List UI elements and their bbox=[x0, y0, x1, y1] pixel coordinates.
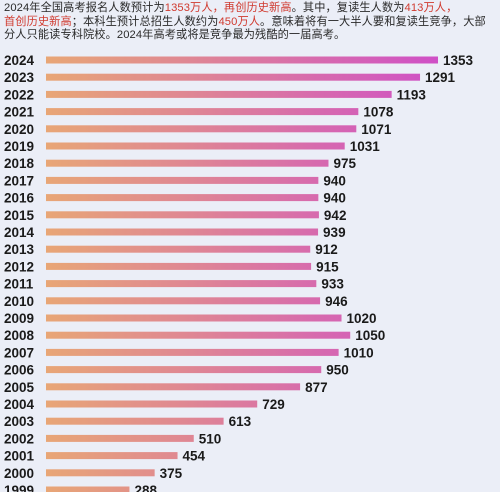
intro-text-4: 。意味着将有一大半人要和复读生竞争，大部分人只能读专科院校。2024年高考或将是… bbox=[4, 15, 486, 42]
intro-highlight-record: 首创历史新高 bbox=[4, 15, 72, 28]
intro-highlight-undergrad: 450万人 bbox=[218, 15, 261, 28]
data-label-2016: 940 bbox=[323, 191, 346, 206]
intro-highlight-repeaters: 413万人， bbox=[404, 2, 458, 14]
bar-2002 bbox=[46, 434, 194, 442]
y-tick-label-2019: 2019 bbox=[4, 139, 34, 154]
y-tick-label-2006: 2006 bbox=[4, 363, 35, 378]
data-label-2021: 1078 bbox=[363, 105, 394, 120]
bar-2006 bbox=[46, 366, 322, 374]
y-tick-label-2009: 2009 bbox=[4, 311, 34, 326]
bar-2009 bbox=[46, 314, 342, 322]
bar-2000 bbox=[46, 469, 155, 477]
data-label-2010: 946 bbox=[325, 294, 348, 309]
bar-2018 bbox=[46, 159, 329, 167]
bar-2015 bbox=[46, 211, 319, 219]
y-tick-label-2018: 2018 bbox=[4, 156, 35, 171]
data-label-2020: 1071 bbox=[361, 122, 392, 137]
intro-text-3: ；本科生预计总招生人数约为 bbox=[71, 15, 219, 28]
data-label-2000: 375 bbox=[160, 466, 183, 481]
y-tick-label-2004: 2004 bbox=[4, 397, 35, 412]
bar-2016 bbox=[46, 194, 319, 202]
data-label-2001: 454 bbox=[183, 449, 206, 464]
y-tick-label-2013: 2013 bbox=[4, 242, 35, 257]
intro-highlight-total: 1353万人，再创历史新高 bbox=[164, 2, 292, 14]
data-label-2023: 1291 bbox=[425, 70, 456, 85]
data-label-2013: 912 bbox=[315, 242, 338, 257]
bar-2014 bbox=[46, 228, 319, 236]
data-label-2008: 1050 bbox=[355, 328, 385, 343]
y-tick-label-1999: 1999 bbox=[4, 483, 34, 492]
bar-2003 bbox=[46, 417, 224, 425]
y-tick-label-2016: 2016 bbox=[4, 191, 35, 206]
y-tick-label-2022: 2022 bbox=[4, 87, 34, 102]
y-tick-label-2001: 2001 bbox=[4, 449, 35, 464]
intro-text: 2024年全国高考报名人数预计为1353万人，再创历史新高。其中，复读生人数为4… bbox=[4, 2, 496, 43]
y-tick-label-2002: 2002 bbox=[4, 431, 34, 446]
intro-text-1: 2024年全国高考报名人数预计为 bbox=[4, 2, 165, 14]
y-tick-label-2010: 2010 bbox=[4, 294, 34, 309]
bar-2019 bbox=[46, 142, 345, 150]
bar-2024 bbox=[46, 56, 438, 64]
data-label-2022: 1193 bbox=[397, 87, 427, 102]
bar-2017 bbox=[46, 176, 319, 184]
data-label-2009: 1020 bbox=[347, 311, 377, 326]
y-tick-label-2005: 2005 bbox=[4, 380, 35, 395]
y-tick-label-2021: 2021 bbox=[4, 105, 35, 120]
data-label-2014: 939 bbox=[323, 225, 346, 240]
data-label-2019: 1031 bbox=[350, 139, 381, 154]
bar-2012 bbox=[46, 262, 312, 270]
data-label-2003: 613 bbox=[229, 414, 252, 429]
y-tick-label-2012: 2012 bbox=[4, 259, 34, 274]
data-label-2017: 940 bbox=[323, 173, 346, 188]
data-label-2011: 933 bbox=[321, 277, 344, 292]
data-label-1999: 288 bbox=[134, 483, 157, 492]
bar-2005 bbox=[46, 383, 301, 391]
bar-2010 bbox=[46, 297, 321, 305]
data-label-2002: 510 bbox=[199, 431, 222, 446]
bar-2004 bbox=[46, 400, 258, 408]
y-tick-label-2011: 2011 bbox=[4, 277, 34, 292]
bar-2023 bbox=[46, 73, 421, 81]
y-tick-label-2015: 2015 bbox=[4, 208, 35, 223]
data-label-2004: 729 bbox=[262, 397, 285, 412]
intro-text-2: 。其中，复读生人数为 bbox=[291, 2, 405, 14]
bar-2013 bbox=[46, 245, 311, 253]
bar-2001 bbox=[46, 452, 178, 460]
bar-2011 bbox=[46, 280, 317, 288]
y-tick-label-2008: 2008 bbox=[4, 328, 35, 343]
y-tick-label-2003: 2003 bbox=[4, 414, 35, 429]
y-tick-label-2017: 2017 bbox=[4, 173, 34, 188]
data-label-2024: 1353 bbox=[443, 53, 474, 68]
y-tick-label-2024: 2024 bbox=[4, 53, 35, 68]
bar-1999 bbox=[46, 486, 130, 492]
y-tick-label-2014: 2014 bbox=[4, 225, 35, 240]
bar-2020 bbox=[46, 125, 357, 133]
y-tick-label-2020: 2020 bbox=[4, 122, 34, 137]
data-label-2015: 942 bbox=[324, 208, 347, 223]
data-label-2007: 1010 bbox=[344, 345, 374, 360]
data-label-2006: 950 bbox=[326, 363, 349, 378]
bar-2007 bbox=[46, 348, 339, 356]
y-tick-label-2007: 2007 bbox=[4, 345, 34, 360]
data-label-2018: 975 bbox=[333, 156, 356, 171]
y-tick-label-2000: 2000 bbox=[4, 466, 34, 481]
bar-2021 bbox=[46, 108, 359, 116]
bar-2008 bbox=[46, 331, 351, 339]
bar-2022 bbox=[46, 90, 392, 98]
data-label-2005: 877 bbox=[305, 380, 328, 395]
bars-group: 2024 1353 2023 1291 2022 1193 2021 1078 2020 1071… bbox=[4, 53, 474, 492]
y-tick-label-2023: 2023 bbox=[4, 70, 35, 85]
data-label-2012: 915 bbox=[316, 259, 339, 274]
